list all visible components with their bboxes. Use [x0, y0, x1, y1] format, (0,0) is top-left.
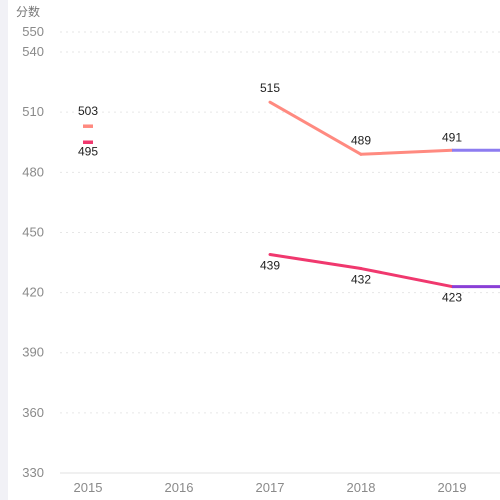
series-line-segment	[359, 148, 454, 156]
data-label: 439	[260, 259, 280, 273]
y-axis-label: 分数	[16, 4, 40, 19]
data-label: 491	[442, 130, 462, 144]
x-tick-label: 2015	[74, 480, 103, 495]
left-edge-strip	[0, 0, 8, 500]
x-tick-label: 2016	[165, 480, 194, 495]
y-tick-label: 510	[22, 104, 44, 119]
y-tick-label: 420	[22, 285, 44, 300]
y-axis-ticks: 330 360 390 420 450 480 510 540 550	[22, 24, 44, 480]
x-tick-label: 2018	[347, 480, 376, 495]
x-tick-label: 2019	[438, 480, 467, 495]
y-tick-label: 480	[22, 164, 44, 179]
data-label: 432	[351, 273, 371, 287]
y-tick-label: 330	[22, 465, 44, 480]
y-tick-label: 450	[22, 224, 44, 239]
data-label: 515	[260, 81, 280, 95]
series-group	[83, 100, 500, 289]
series-line-segment	[268, 100, 363, 156]
data-label: 503	[78, 104, 98, 118]
data-labels: 503 515 489 491 495 439 432 423	[78, 81, 462, 304]
y-tick-label: 540	[22, 44, 44, 59]
grid-lines	[60, 31, 500, 474]
y-tick-label: 550	[22, 24, 44, 39]
y-tick-label: 390	[22, 345, 44, 360]
data-label: 495	[78, 144, 98, 158]
x-axis-ticks: 2015 2016 2017 2018 2019	[74, 480, 467, 495]
data-label: 489	[351, 133, 371, 147]
series-line-segment	[359, 267, 454, 289]
x-tick-label: 2017	[256, 480, 285, 495]
series-line-segment	[268, 253, 363, 271]
data-label: 423	[442, 291, 462, 305]
y-tick-label: 360	[22, 405, 44, 420]
